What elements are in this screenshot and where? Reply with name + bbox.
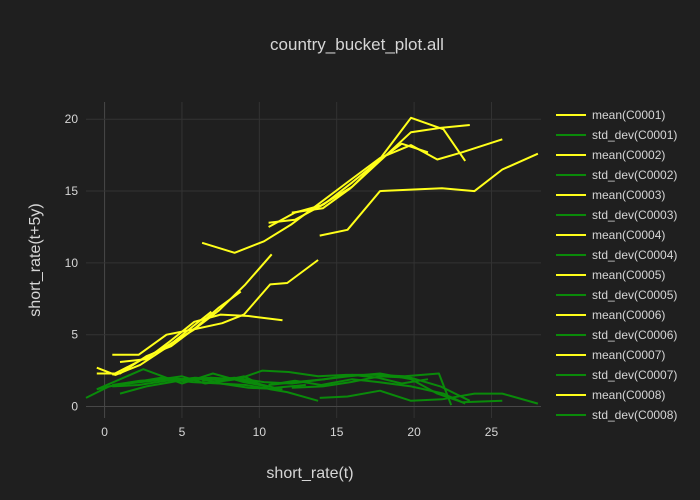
- x-tick-label: 25: [485, 425, 499, 439]
- legend-label: mean(C0002): [592, 148, 665, 162]
- series-line-mean-c0008: [291, 124, 470, 214]
- legend: mean(C0001) std_dev(C0001) mean(C0002) std_…: [556, 108, 677, 422]
- legend-item[interactable]: std_dev(C0007): [556, 368, 677, 382]
- legend-item[interactable]: std_dev(C0002): [556, 168, 677, 182]
- legend-item[interactable]: mean(C0003): [556, 188, 665, 202]
- legend-item[interactable]: std_dev(C0004): [556, 248, 677, 262]
- series-line-mean-c0010: [96, 290, 242, 375]
- chart-title: country_bucket_plot.all: [270, 35, 444, 54]
- legend-item[interactable]: mean(C0004): [556, 228, 665, 242]
- legend-item[interactable]: mean(C0007): [556, 348, 665, 362]
- legend-label: mean(C0007): [592, 348, 665, 362]
- y-axis-ticks: 0 5 10 15 20: [65, 112, 79, 413]
- legend-label: std_dev(C0001): [592, 128, 677, 142]
- legend-item[interactable]: mean(C0005): [556, 268, 665, 282]
- legend-label: mean(C0006): [592, 308, 665, 322]
- legend-item[interactable]: std_dev(C0003): [556, 208, 677, 222]
- legend-item[interactable]: std_dev(C0008): [556, 408, 677, 422]
- plot-series: [85, 116, 539, 406]
- y-tick-label: 20: [65, 112, 79, 126]
- series-line-std_dev-c0009: [319, 389, 539, 405]
- x-tick-label: 15: [330, 425, 344, 439]
- legend-label: std_dev(C0007): [592, 368, 677, 382]
- x-tick-label: 10: [253, 425, 267, 439]
- series-line-mean-c0006: [119, 313, 283, 363]
- legend-item[interactable]: mean(C0008): [556, 388, 665, 402]
- series-line-mean-c0003: [201, 138, 503, 254]
- legend-label: std_dev(C0005): [592, 288, 677, 302]
- series-line-std_dev-c0011: [96, 368, 268, 391]
- legend-item[interactable]: std_dev(C0005): [556, 288, 677, 302]
- series-line-mean-c0009: [319, 152, 539, 237]
- legend-label: std_dev(C0002): [592, 168, 677, 182]
- legend-label: std_dev(C0006): [592, 328, 677, 342]
- legend-item[interactable]: mean(C0002): [556, 148, 665, 162]
- series-line-std_dev-c0008: [291, 375, 471, 402]
- legend-label: std_dev(C0003): [592, 208, 677, 222]
- legend-item[interactable]: std_dev(C0001): [556, 128, 677, 142]
- legend-label: mean(C0003): [592, 188, 665, 202]
- legend-label: std_dev(C0004): [592, 248, 677, 262]
- legend-label: std_dev(C0008): [592, 408, 677, 422]
- legend-label: mean(C0001): [592, 108, 665, 122]
- legend-label: mean(C0004): [592, 228, 665, 242]
- y-tick-label: 5: [71, 328, 78, 342]
- legend-label: mean(C0008): [592, 388, 665, 402]
- legend-item[interactable]: std_dev(C0006): [556, 328, 677, 342]
- series-line-mean-c0005: [112, 259, 319, 356]
- series-line-std_dev-c0010: [85, 369, 453, 406]
- series-line-std_dev-c0007: [268, 378, 466, 405]
- y-tick-label: 0: [71, 400, 78, 414]
- legend-item[interactable]: mean(C0001): [556, 108, 665, 122]
- x-axis-ticks: 0 5 10 15 20 25: [101, 425, 498, 439]
- x-tick-label: 0: [101, 425, 108, 439]
- y-axis-label: short_rate(t+5y): [27, 203, 44, 316]
- x-axis-label: short_rate(t): [266, 465, 353, 482]
- series-line-mean-c0001: [111, 253, 273, 376]
- legend-item[interactable]: mean(C0006): [556, 308, 665, 322]
- y-tick-label: 10: [65, 256, 79, 270]
- y-tick-label: 15: [65, 184, 79, 198]
- series-line-mean-c0004: [268, 142, 429, 224]
- series-line-std_dev-c0012: [150, 375, 306, 389]
- x-tick-label: 5: [179, 425, 186, 439]
- legend-label: mean(C0005): [592, 268, 665, 282]
- x-tick-label: 20: [407, 425, 421, 439]
